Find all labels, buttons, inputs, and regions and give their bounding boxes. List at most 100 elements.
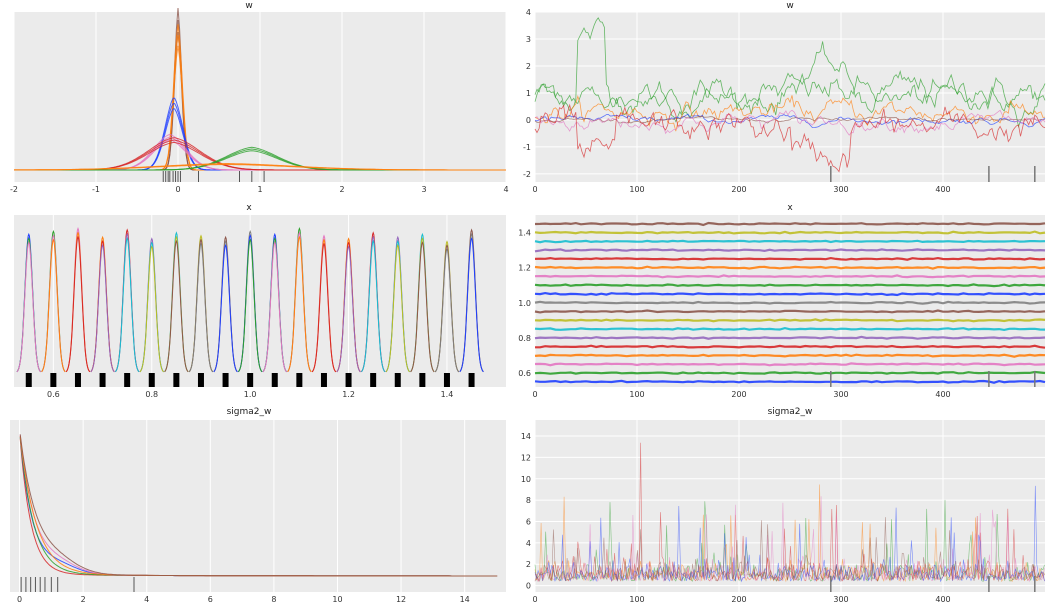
x-tick-label: 12	[396, 595, 406, 602]
trace-line	[534, 248, 1046, 253]
trace-line	[534, 353, 1046, 358]
density-peak	[90, 244, 115, 373]
trace-line	[534, 265, 1046, 270]
panel-sigma2w-density: sigma2_w 0 2 4 6 8 10 12 14	[10, 407, 506, 602]
panel-title: sigma2_w	[227, 407, 272, 417]
x-tick-label: 0	[175, 185, 180, 194]
rug-block	[443, 373, 450, 387]
x-tick-label: 10	[332, 595, 342, 602]
y-tick-label: 2	[526, 560, 531, 569]
x-tick-label: 4	[503, 185, 508, 194]
x-tick-label: 200	[731, 595, 746, 602]
trace-line	[534, 256, 1046, 261]
y-tick-label: 2	[526, 62, 531, 71]
x-tick-label: 300	[833, 595, 848, 602]
density-peak	[139, 245, 164, 373]
rug-block	[124, 373, 131, 387]
density-peak	[188, 242, 214, 373]
trace-line	[534, 379, 1046, 384]
x-tick-label: 0	[532, 390, 537, 399]
trace-line	[534, 113, 1046, 129]
density-peak	[287, 235, 312, 373]
density-line	[19, 434, 498, 577]
plot-area	[14, 215, 506, 387]
rug-block	[25, 373, 32, 387]
panel-sigma2w-trace: sigma2_w 0 100 200 300 400 0 2 4 6 8 10 12 14	[521, 407, 1045, 602]
rug-block	[99, 373, 106, 387]
y-tick-label: 0.8	[518, 334, 531, 343]
x-tick-label: 100	[629, 390, 644, 399]
y-tick-label: 6	[526, 517, 531, 526]
x-tick-label: 1.0	[244, 390, 257, 399]
x-tick-label: 400	[935, 595, 950, 602]
x-tick-label: 0	[532, 185, 537, 194]
rug-block	[271, 373, 278, 387]
trace-line	[534, 103, 1046, 173]
trace-line	[534, 318, 1046, 323]
density-peak	[16, 241, 41, 373]
trace-line	[534, 274, 1046, 279]
y-tick-label: 0.6	[518, 369, 531, 378]
x-tick-label: 400	[935, 390, 950, 399]
trace-line	[534, 362, 1046, 367]
rug-block	[468, 373, 475, 387]
rug-block	[148, 373, 155, 387]
density-peak	[237, 238, 263, 373]
plot-content: 0 100 200 300 400 -2 -1 0 1 2 3 4	[523, 8, 1046, 194]
y-tick-label: 1.4	[518, 229, 531, 238]
trace-line	[534, 484, 1045, 583]
trace-line	[534, 326, 1046, 332]
y-tick-label: 0	[526, 582, 531, 591]
panel-title: w	[245, 1, 252, 11]
rug-block	[247, 373, 254, 387]
density-peak	[385, 244, 410, 373]
x-tick-label: 6	[208, 595, 213, 602]
panel-title: w	[786, 1, 793, 11]
plot-area	[535, 215, 1045, 387]
trace-line	[534, 239, 1046, 244]
y-tick-label: 0	[526, 116, 531, 125]
density-peak	[434, 248, 460, 373]
rug-block	[296, 373, 303, 387]
y-tick-label: 1	[526, 89, 531, 98]
x-tick-label: 0	[532, 595, 537, 602]
y-tick-label: 4	[526, 539, 531, 548]
trace-line	[534, 300, 1046, 305]
trace-line	[534, 221, 1046, 227]
plot-content: 0 2 4 6 8 10 12 14	[17, 420, 498, 602]
rug-block	[419, 373, 426, 387]
density-peak	[164, 239, 189, 373]
rug-block	[50, 373, 57, 387]
trace-line	[534, 517, 1045, 583]
trace-line	[535, 344, 1046, 349]
rug-block	[197, 373, 204, 387]
x-tick-label: 2	[339, 185, 344, 194]
y-tick-label: 10	[521, 475, 531, 484]
density-peak	[262, 241, 287, 373]
rug-block	[320, 373, 327, 387]
plot-content: 0.6 0.8 1.0 1.2 1.4	[16, 215, 484, 399]
y-tick-label: -2	[523, 170, 531, 179]
x-tick-label: 1.2	[342, 390, 355, 399]
x-tick-label: 14	[460, 595, 470, 602]
panel-x-density: x 0.6 0.8 1.0 1.2 1.4	[14, 203, 506, 399]
x-tick-label: 2	[81, 595, 86, 602]
x-tick-label: 0	[17, 595, 22, 602]
x-tick-label: 0.8	[145, 390, 158, 399]
x-tick-label: 100	[629, 595, 644, 602]
x-tick-label: -2	[10, 185, 18, 194]
rug-block	[222, 373, 229, 387]
x-tick-label: 100	[629, 185, 644, 194]
x-tick-label: 8	[271, 595, 276, 602]
panel-title: x	[246, 203, 252, 213]
trace-line	[534, 283, 1046, 288]
x-tick-label: 3	[421, 185, 426, 194]
density-peak	[41, 238, 66, 373]
y-tick-label: 8	[526, 496, 531, 505]
y-tick-label: -1	[523, 143, 531, 152]
x-tick-label: 300	[833, 390, 848, 399]
y-tick-label: 1.2	[518, 264, 531, 273]
trace-line	[534, 370, 1046, 375]
rug-block	[74, 373, 81, 387]
panel-title: x	[787, 203, 793, 213]
